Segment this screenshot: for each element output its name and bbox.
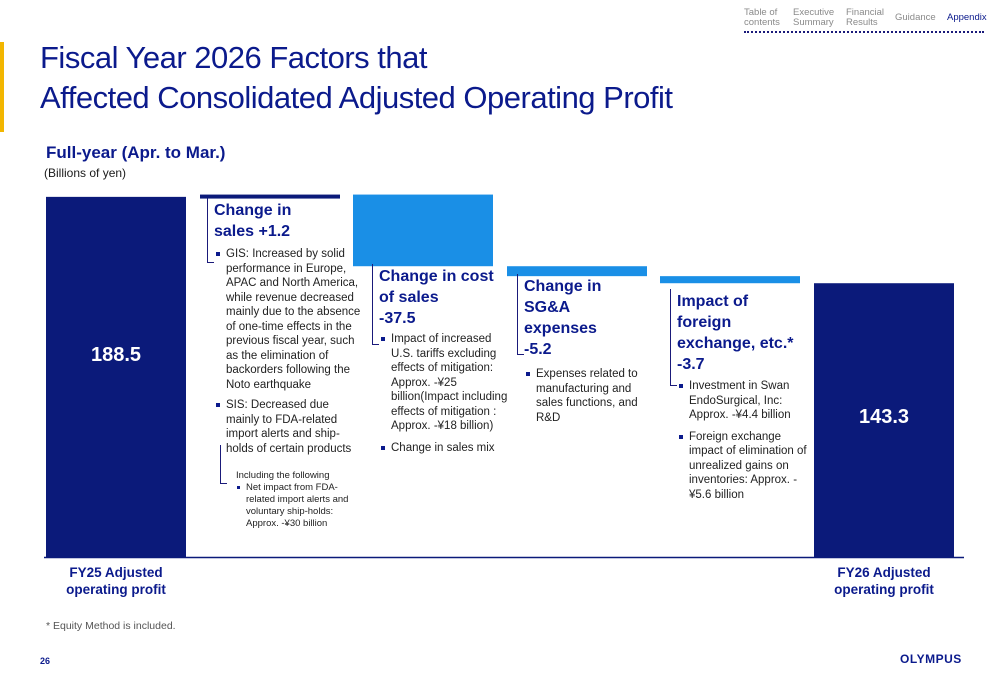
- bullet-item: Investment in Swan EndoSurgical, Inc: Ap…: [677, 379, 809, 423]
- x-label-line: FY25 Adjusted: [69, 565, 163, 580]
- sga-change-annotation: Change in SG&A expenses -5.2 Expenses re…: [524, 276, 642, 425]
- nav-dotted-underline: [744, 31, 984, 33]
- x-label-line: FY26 Adjusted: [837, 565, 931, 580]
- page-title: Fiscal Year 2026 Factors that Affected C…: [40, 38, 673, 118]
- accent-bar: [0, 42, 4, 132]
- nav-item-line: Appendix: [947, 12, 987, 23]
- page-title-line: Fiscal Year 2026 Factors that: [40, 40, 428, 75]
- fx-bracket: [670, 289, 677, 386]
- cost-bracket: [372, 264, 379, 345]
- nav-item-line: contents: [744, 17, 780, 28]
- sub-bullet-item: Net impact from FDA-related import alert…: [236, 482, 362, 530]
- nav-appendix[interactable]: Appendix: [947, 13, 987, 23]
- nav-guidance[interactable]: Guidance: [895, 13, 936, 23]
- heading-line: of sales: [379, 289, 439, 306]
- fx-impact-heading: Impact of foreign exchange, etc.* -3.7: [677, 291, 809, 375]
- bar-fy25-total: [46, 196, 186, 557]
- olympus-logo: OLYMPUS: [900, 652, 962, 666]
- sales-sub-bracket: [220, 445, 227, 484]
- heading-line: Change in: [214, 202, 292, 219]
- nav-item-line: Results: [846, 17, 878, 28]
- cost-change-heading: Change in cost of sales -37.5: [379, 266, 515, 329]
- nav-item-line: Executive: [793, 7, 835, 18]
- chart-units: (Billions of yen): [44, 166, 127, 180]
- bullet-item: SIS: Decreased due mainly to FDA-related…: [214, 398, 362, 456]
- bar-fx-impact: [660, 276, 800, 284]
- sga-change-heading: Change in SG&A expenses -5.2: [524, 276, 642, 360]
- heading-line: Change in: [524, 278, 602, 295]
- sales-change-annotation: Change in sales +1.2 GIS: Increased by s…: [214, 200, 362, 530]
- heading-line: -37.5: [379, 310, 416, 327]
- nav-item-line: Summary: [793, 17, 834, 28]
- nav-item-line: Financial: [846, 7, 885, 18]
- fx-impact-annotation: Impact of foreign exchange, etc.* -3.7 I…: [677, 291, 809, 502]
- x-label-line: operating profit: [834, 582, 934, 597]
- page-title-line: Affected Consolidated Adjusted Operating…: [40, 80, 673, 115]
- bar-change-cost-of-sales: [353, 194, 493, 267]
- heading-line: sales +1.2: [214, 223, 291, 240]
- heading-line: -5.2: [524, 341, 552, 358]
- sales-bracket: [207, 198, 214, 263]
- heading-line: -3.7: [677, 356, 705, 373]
- heading-line: foreign: [677, 314, 732, 331]
- top-navigation: Table of contents Executive Summary Fina…: [744, 8, 987, 36]
- x-label-fy26: FY26 Adjusted operating profit: [804, 564, 964, 598]
- bullet-item: Foreign exchange impact of elimination o…: [677, 430, 809, 503]
- x-label-line: operating profit: [66, 582, 166, 597]
- bullet-item: Expenses related to manufacturing and sa…: [524, 367, 642, 425]
- nav-item-line: Guidance: [895, 12, 936, 23]
- nav-executive-summary[interactable]: Executive Summary: [793, 8, 834, 28]
- x-label-fy25: FY25 Adjusted operating profit: [36, 564, 196, 598]
- sga-bracket: [517, 274, 524, 355]
- heading-line: exchange, etc.*: [677, 335, 794, 352]
- sub-note-intro: Including the following: [236, 470, 330, 481]
- nav-table-of-contents[interactable]: Table of contents: [744, 8, 780, 28]
- nav-financial-results[interactable]: Financial Results: [846, 8, 884, 28]
- bar-change-sales: [200, 194, 340, 199]
- bar-fy26-total: [814, 283, 954, 557]
- heading-line: Impact of: [677, 293, 749, 310]
- bar-change-sga: [507, 266, 647, 277]
- footnote: * Equity Method is included.: [46, 620, 176, 632]
- cost-change-annotation: Change in cost of sales -37.5 Impact of …: [379, 266, 515, 455]
- heading-line: SG&A expenses: [524, 299, 597, 337]
- sales-sub-note: Including the following Net impact from …: [214, 470, 362, 530]
- page-number: 26: [40, 656, 51, 666]
- chart-subtitle: Full-year (Apr. to Mar.): [46, 143, 226, 162]
- nav-item-line: Table of: [744, 7, 778, 18]
- bullet-item: Impact of increased U.S. tariffs excludi…: [379, 332, 515, 434]
- heading-line: Change in cost: [379, 268, 494, 285]
- bullet-item: Change in sales mix: [379, 441, 515, 456]
- bullet-item: GIS: Increased by solid performance in E…: [214, 247, 362, 392]
- start-bar-value-label: 188.5: [90, 344, 142, 366]
- sales-change-heading: Change in sales +1.2: [214, 200, 362, 242]
- end-bar-value-label: 143.3: [858, 406, 910, 428]
